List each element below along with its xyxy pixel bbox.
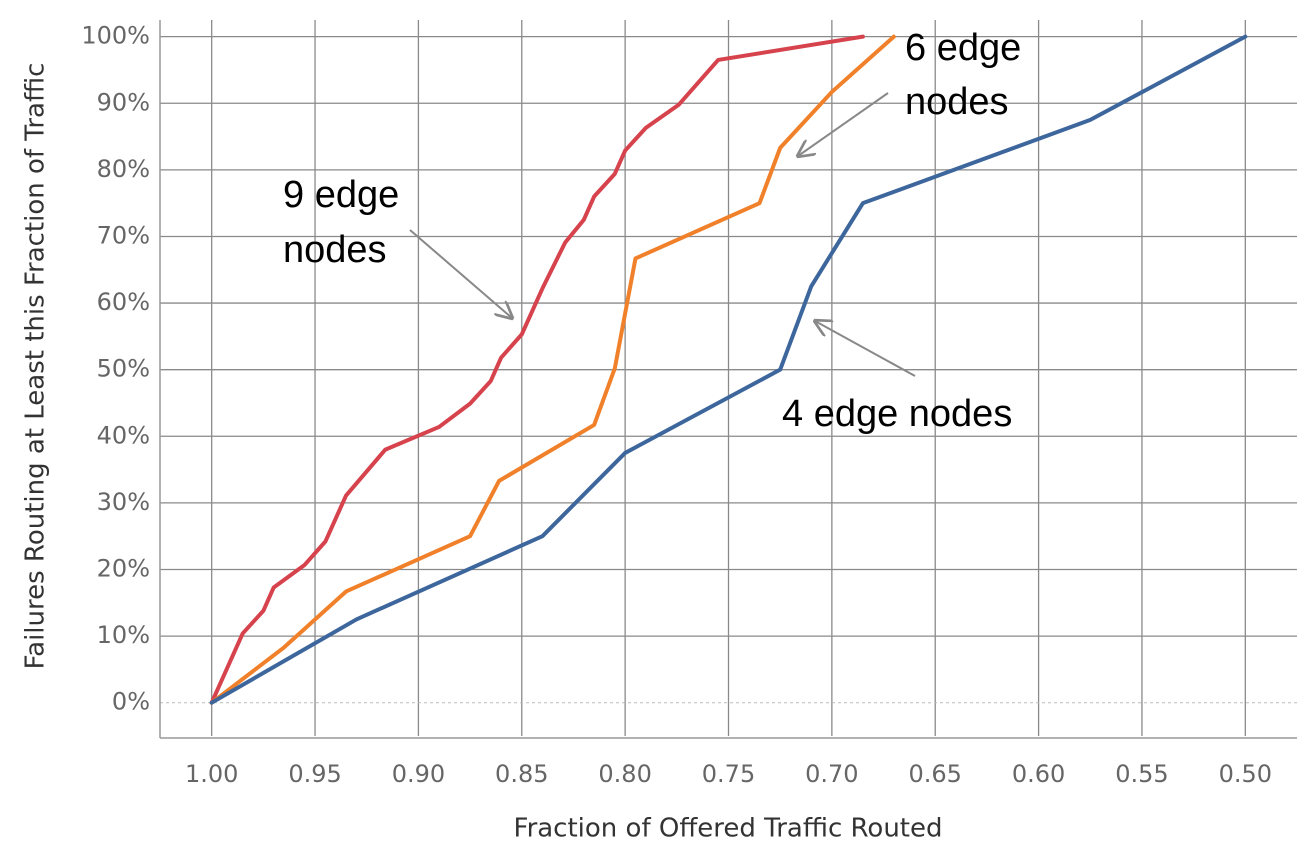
x-tick-label: 0.65 — [909, 760, 962, 788]
annotation: nodes — [905, 81, 1009, 123]
annotation: 9 edge — [283, 174, 399, 216]
y-tick-label: 0% — [112, 688, 150, 716]
grid — [160, 20, 1297, 736]
x-tick-label: 0.95 — [288, 760, 341, 788]
y-tick-label: 80% — [97, 155, 150, 183]
plot — [209, 34, 1248, 705]
x-axis-title: Fraction of Offered Traffic Routed — [514, 814, 943, 844]
arrow — [815, 321, 916, 377]
y-tick-label: 20% — [97, 554, 150, 582]
x-tick-label: 0.80 — [598, 760, 651, 788]
y-tick-label: 40% — [97, 421, 150, 449]
x-tick-label: 0.55 — [1115, 760, 1168, 788]
annotation: 6 edge — [905, 27, 1021, 69]
y-tick-label: 30% — [97, 488, 150, 516]
x-tick-label: 0.70 — [805, 760, 858, 788]
x-tick-label: 0.75 — [702, 760, 755, 788]
y-tick-label: 100% — [81, 22, 150, 50]
x-tick-label: 0.50 — [1219, 760, 1272, 788]
x-tick-label: 1.00 — [185, 760, 238, 788]
x-tick-label: 0.85 — [495, 760, 548, 788]
y-tick-label: 70% — [97, 221, 150, 249]
y-tick-label: 90% — [97, 88, 150, 116]
y-tick-label: 50% — [97, 355, 150, 383]
x-tick-label: 0.90 — [392, 760, 445, 788]
series-line — [209, 34, 896, 705]
series-line — [209, 34, 1248, 705]
y-tick-label: 10% — [97, 621, 150, 649]
y-tick-label: 60% — [97, 288, 150, 316]
arrow — [409, 229, 512, 318]
series-line — [209, 34, 865, 705]
y-axis-title: Failures Routing at Least this Fraction … — [21, 63, 51, 670]
arrow — [798, 92, 889, 156]
annotation: 4 edge nodes — [782, 393, 1012, 435]
annotation: nodes — [283, 229, 387, 271]
x-tick-label: 0.60 — [1012, 760, 1065, 788]
